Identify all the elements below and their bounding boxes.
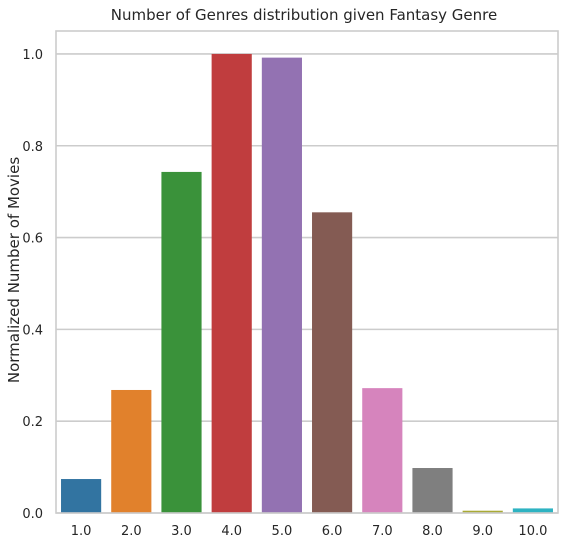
- bars: [61, 53, 553, 514]
- y-tick-label: 0.8: [22, 140, 43, 155]
- bar-7.0: [362, 388, 403, 513]
- x-tick-label: 8.0: [422, 524, 443, 539]
- plot-frame: [55, 30, 559, 514]
- bar-1.0: [61, 479, 102, 513]
- y-tick-label: 0.0: [22, 507, 43, 522]
- bar-3.0: [161, 171, 202, 513]
- x-tick-label: 6.0: [322, 524, 343, 539]
- y-tick-label: 1.0: [22, 48, 43, 63]
- x-tick-label: 1.0: [71, 524, 92, 539]
- bar-8.0: [412, 468, 453, 513]
- bar-10.0: [512, 508, 553, 513]
- x-tick-label: 10.0: [518, 524, 547, 539]
- bar-6.0: [312, 212, 353, 514]
- bar-2.0: [111, 389, 152, 513]
- y-tick-label: 0.4: [22, 323, 43, 338]
- x-tick-label: 4.0: [221, 524, 242, 539]
- y-tick-label: 0.6: [22, 232, 43, 247]
- x-tick-labels: 1.0 2.0 3.0 4.0 5.0 6.0 7.0 8.0 9.0 10.0: [71, 524, 548, 539]
- x-tick-label: 2.0: [121, 524, 142, 539]
- chart-title: Number of Genres distribution given Fant…: [111, 6, 497, 24]
- bar-5.0: [261, 57, 302, 514]
- x-tick-label: 7.0: [372, 524, 393, 539]
- bar-9.0: [462, 510, 503, 513]
- x-tick-label: 9.0: [472, 524, 493, 539]
- x-tick-label: 5.0: [272, 524, 293, 539]
- x-tick-label: 3.0: [171, 524, 192, 539]
- y-tick-labels: 0.0 0.2 0.4 0.6 0.8 1.0: [22, 48, 43, 522]
- y-axis-label: Normalized Number of Movies: [5, 157, 23, 383]
- y-tick-label: 0.2: [22, 415, 43, 430]
- bar-4.0: [211, 53, 252, 513]
